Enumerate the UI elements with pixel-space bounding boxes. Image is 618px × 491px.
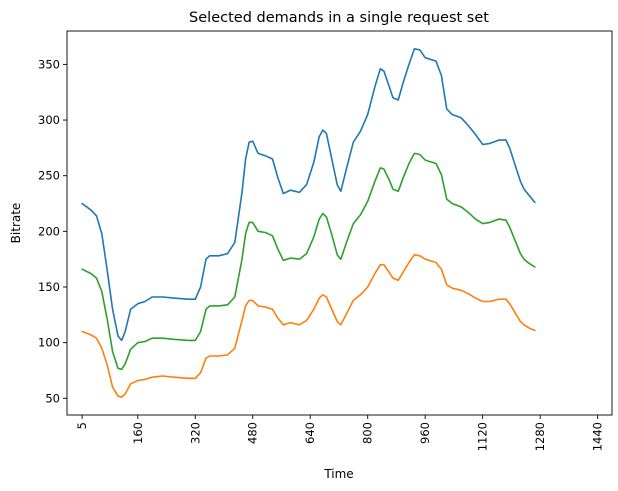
x-tick-label: 1440	[591, 422, 605, 451]
x-axis: 5 160 320 480 640 800 960 1120 1280 1440	[75, 415, 605, 451]
chart-title: Selected demands in a single request set	[189, 10, 489, 26]
y-tick-label: 100	[38, 336, 60, 350]
y-tick-label: 150	[38, 280, 60, 294]
y-tick-label: 250	[38, 169, 60, 183]
x-tick-label: 960	[418, 422, 432, 444]
x-tick-label: 160	[131, 422, 145, 444]
y-tick-label: 350	[38, 57, 60, 71]
y-tick-label: 200	[38, 224, 60, 238]
y-tick-label: 300	[38, 113, 60, 127]
x-tick-label: 1280	[533, 422, 547, 451]
x-tick-label: 5	[75, 422, 89, 429]
series-line-3	[81, 152, 536, 371]
series-layer	[81, 48, 536, 398]
plot-area-frame	[66, 30, 613, 416]
series-line-1	[81, 48, 536, 342]
x-tick-label: 640	[303, 422, 317, 444]
x-tick-label: 1120	[476, 422, 490, 451]
y-axis-label: Bitrate	[9, 203, 23, 244]
y-axis: 50 100 150 200 250 300 350	[38, 57, 67, 405]
x-tick-label: 320	[188, 422, 202, 444]
x-tick-label: 800	[361, 422, 375, 444]
x-axis-label: Time	[323, 467, 353, 481]
y-tick-label: 50	[45, 391, 60, 405]
series-line-2	[81, 253, 536, 398]
x-tick-label: 480	[246, 422, 260, 444]
